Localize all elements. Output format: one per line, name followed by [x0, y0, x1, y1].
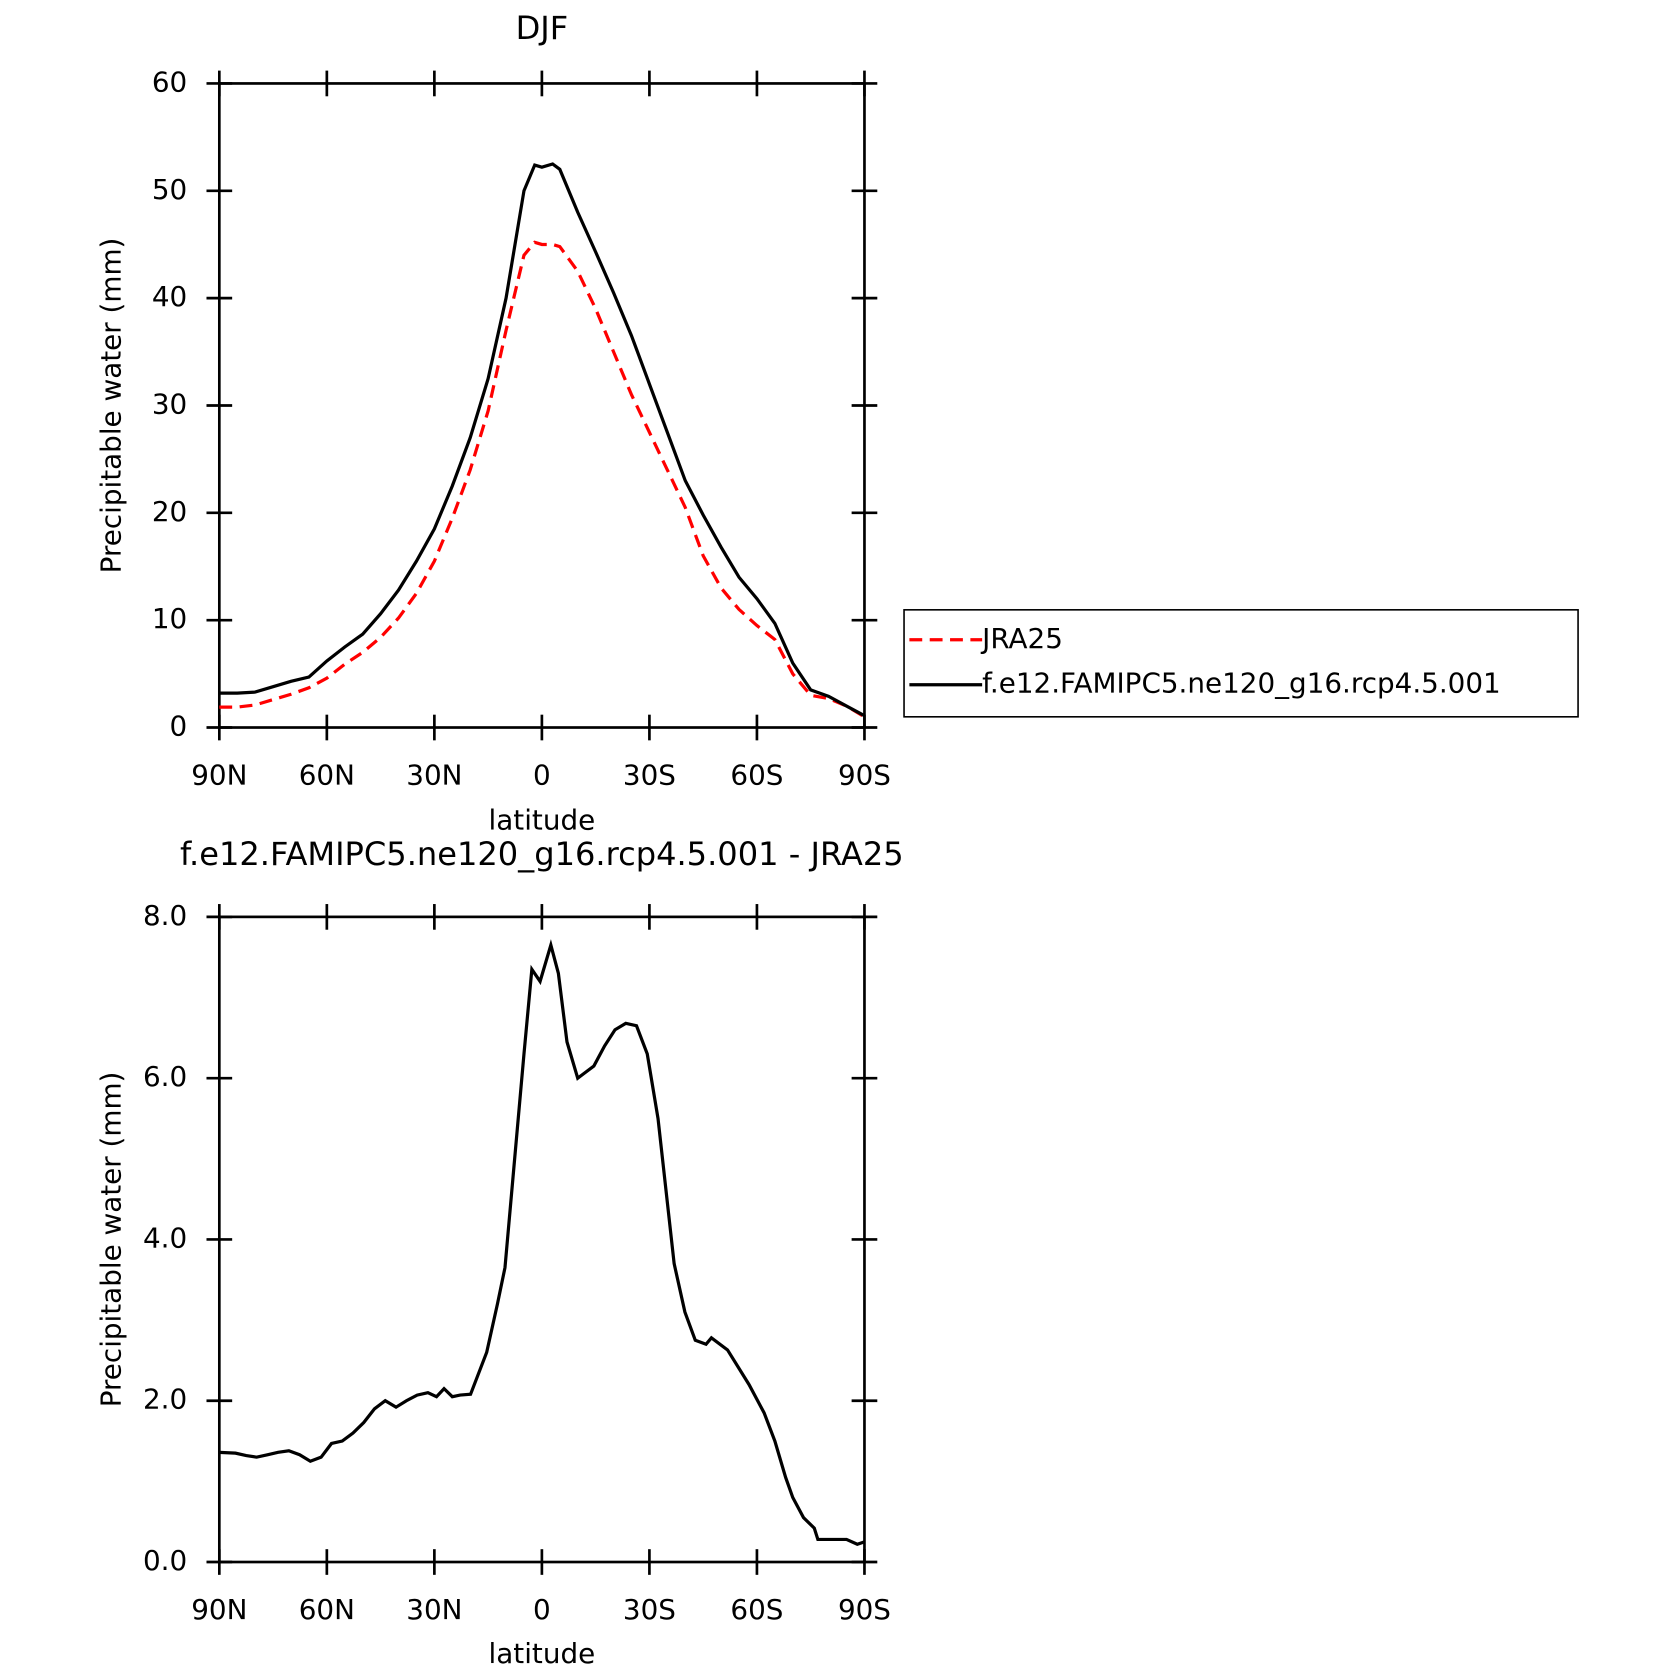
- x-tick-label: 60S: [730, 1593, 783, 1626]
- legend-label: JRA25: [980, 622, 1063, 655]
- x-tick-label: 30N: [406, 759, 462, 792]
- x-tick-label: 60N: [299, 1593, 355, 1626]
- x-tick-label: 90N: [191, 1593, 247, 1626]
- x-tick-label: 30N: [406, 1593, 462, 1626]
- x-axis-label: latitude: [489, 1637, 596, 1669]
- y-tick-label: 4.0: [143, 1221, 187, 1254]
- x-tick-label: 60S: [730, 759, 783, 792]
- x-tick-label: 30S: [623, 1593, 676, 1626]
- x-axis-label: latitude: [489, 804, 596, 837]
- x-tick-label: 90N: [191, 759, 247, 792]
- x-tick-label: 30S: [623, 759, 676, 792]
- y-tick-label: 40: [152, 280, 187, 313]
- y-tick-label: 20: [152, 495, 187, 528]
- series-line: [219, 162, 866, 718]
- y-axis-label: Precipitable water (mm): [94, 238, 127, 574]
- legend-box: [903, 609, 1579, 718]
- chart-title: DJF: [516, 9, 569, 47]
- series-line: [219, 939, 865, 1546]
- plot-frame: [217, 915, 866, 1564]
- y-tick-label: 2.0: [143, 1383, 187, 1416]
- legend-label: f.e12.FAMIPC5.ne120_g16.rcp4.5.001: [982, 667, 1501, 700]
- x-tick-label: 0: [533, 1593, 551, 1626]
- y-tick-label: 50: [152, 173, 187, 206]
- y-axis-label: Precipitable water (mm): [94, 1072, 127, 1408]
- x-tick-label: 90S: [838, 759, 891, 792]
- y-tick-label: 6.0: [143, 1060, 187, 1093]
- y-tick-label: 0: [170, 710, 188, 743]
- chart-title: f.e12.FAMIPC5.ne120_g16.rcp4.5.001 - JRA…: [180, 835, 904, 873]
- x-tick-label: 90S: [838, 1593, 891, 1626]
- x-tick-label: 60N: [299, 759, 355, 792]
- y-tick-label: 0.0: [143, 1544, 187, 1577]
- y-tick-label: 30: [152, 387, 187, 420]
- plot-frame: [217, 82, 866, 729]
- x-tick-label: 0: [533, 759, 551, 792]
- y-tick-label: 10: [152, 602, 187, 635]
- y-tick-label: 8.0: [143, 899, 187, 932]
- series-line: [219, 240, 866, 719]
- y-tick-label: 60: [152, 65, 187, 98]
